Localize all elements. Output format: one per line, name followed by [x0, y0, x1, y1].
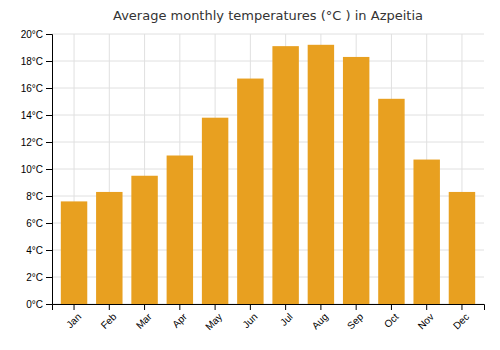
bar [202, 118, 228, 304]
bar [167, 156, 193, 305]
y-tick: 14°C [21, 110, 52, 121]
x-tick-mark [356, 304, 357, 310]
x-tick-label: Mar [134, 311, 154, 331]
y-axis: 0°C 2°C 4°C 6°C 8°C 10°C 12°C 14°C 16°C 18°C 20°C [21, 29, 53, 310]
y-tick-label: 4°C [26, 245, 43, 256]
bar [61, 201, 87, 304]
x-tick: Apr [170, 304, 189, 330]
grid-line-y [52, 115, 484, 116]
x-tick-mark [285, 304, 286, 310]
x-tick: Dec [451, 304, 471, 331]
y-tick: 2°C [26, 272, 52, 283]
y-tick-mark [46, 88, 52, 89]
x-tick: Jul [278, 304, 295, 328]
x-tick-mark [109, 304, 110, 310]
bar [308, 45, 334, 304]
x-tick-mark [250, 304, 251, 310]
y-tick: 0°C [26, 299, 52, 310]
bar [378, 99, 404, 304]
bar [131, 176, 157, 304]
plot: 0°C 2°C 4°C 6°C 8°C 10°C 12°C 14°C 16°C 18°C 20°C J… [21, 29, 485, 333]
y-tick-mark [46, 250, 52, 251]
y-tick-label: 0°C [26, 299, 43, 310]
y-tick-mark [46, 304, 52, 305]
bar [449, 192, 475, 304]
x-axis-line [53, 305, 485, 311]
x-tick: Sep [345, 304, 366, 331]
bar [343, 57, 369, 304]
y-tick: 6°C [26, 218, 52, 229]
x-tick: Mar [134, 304, 154, 331]
y-tick: 12°C [21, 137, 52, 148]
x-tick-label: Nov [416, 311, 436, 331]
x-tick-label: Jan [64, 311, 83, 330]
y-tick: 10°C [21, 164, 52, 175]
x-tick-label: Dec [451, 311, 471, 331]
x-tick-mark [391, 304, 392, 310]
x-tick-label: Feb [99, 311, 119, 331]
title: Average monthly temperatures (°C ) in Az… [113, 8, 423, 23]
x-tick-label: Jun [240, 311, 259, 330]
y-tick: 4°C [26, 245, 52, 256]
grid-line-y [52, 142, 484, 143]
x-tick-label: Jul [278, 311, 295, 328]
y-tick-label: 20°C [21, 29, 43, 40]
bar [237, 79, 263, 304]
y-tick-mark [46, 196, 52, 197]
y-tick-label: 10°C [21, 164, 43, 175]
x-tick-label: Apr [170, 311, 189, 330]
chart: 0°C 2°C 4°C 6°C 8°C 10°C 12°C 14°C 16°C 18°C 20°C J… [0, 0, 500, 350]
y-axis-line [46, 35, 53, 305]
x-tick: Oct [382, 304, 401, 330]
x-tick: Jan [64, 304, 83, 330]
y-tick-label: 12°C [21, 137, 43, 148]
y-tick-label: 18°C [21, 56, 43, 67]
x-tick-label: Aug [310, 311, 330, 331]
y-tick-mark [46, 142, 52, 143]
grid-line-y [52, 61, 484, 62]
y-tick-mark [46, 223, 52, 224]
y-tick: 20°C [21, 29, 52, 40]
x-tick-mark [461, 304, 462, 310]
x-tick-mark [215, 304, 216, 310]
x-tick-label: Oct [382, 311, 401, 330]
y-tick-label: 6°C [26, 218, 43, 229]
x-tick-label: Sep [345, 311, 366, 332]
y-tick-mark [46, 277, 52, 278]
x-tick: Feb [99, 304, 119, 331]
y-tick-mark [46, 169, 52, 170]
x-tick: Nov [416, 304, 436, 331]
y-tick-label: 8°C [26, 191, 43, 202]
x-axis: Jan Feb Mar Apr May Jun Jul Aug Sep Oct Nov Dec [53, 304, 485, 332]
y-tick-label: 2°C [26, 272, 43, 283]
grid [52, 34, 484, 304]
y-tick-mark [46, 115, 52, 116]
y-tick: 16°C [21, 83, 52, 94]
bar [272, 46, 298, 304]
x-tick-mark [144, 304, 145, 310]
y-tick-label: 14°C [21, 110, 43, 121]
x-tick-mark [179, 304, 180, 310]
x-tick-label: May [203, 311, 224, 332]
y-tick-label: 16°C [21, 83, 43, 94]
x-tick-mark [426, 304, 427, 310]
y-tick-mark [46, 34, 52, 35]
grid-line-y [52, 34, 484, 35]
bar [413, 160, 439, 304]
bar [96, 192, 122, 304]
x-tick-mark [74, 304, 75, 310]
x-tick: Jun [240, 304, 259, 330]
bars [61, 45, 475, 304]
x-tick: May [203, 304, 224, 332]
y-tick-mark [46, 61, 52, 62]
grid-line-y [52, 88, 484, 89]
x-tick: Aug [310, 304, 330, 331]
y-tick: 18°C [21, 56, 52, 67]
y-tick: 8°C [26, 191, 52, 202]
x-tick-mark [320, 304, 321, 310]
